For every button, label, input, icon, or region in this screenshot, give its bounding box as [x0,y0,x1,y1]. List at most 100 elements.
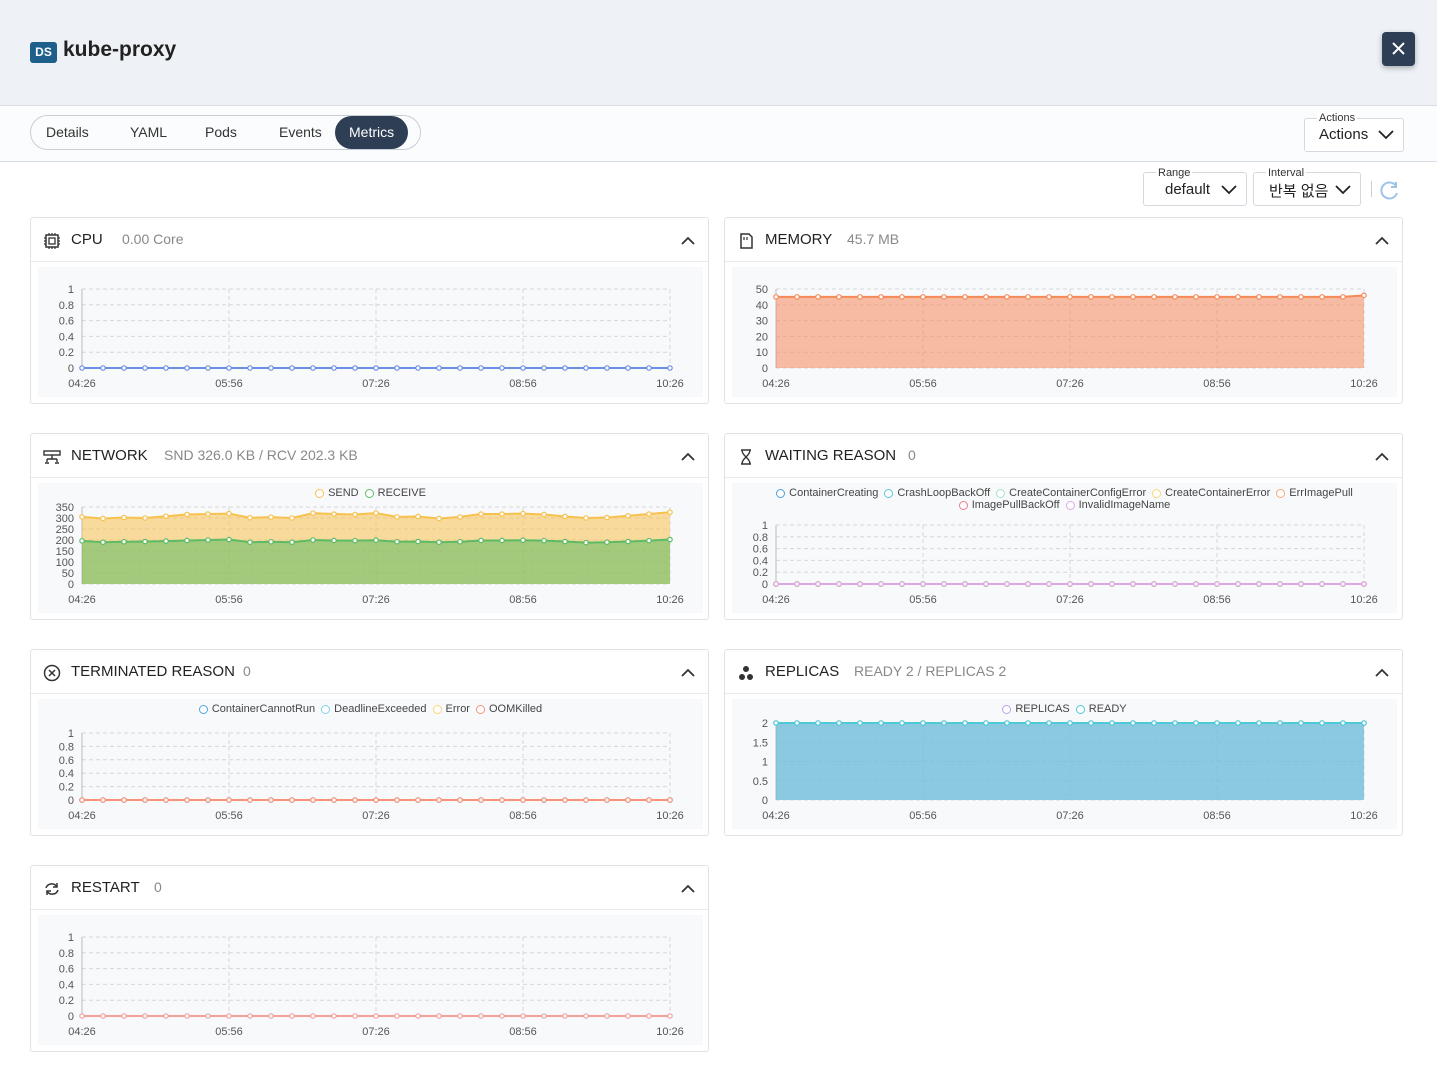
data-point [520,1013,526,1019]
data-point [331,537,337,544]
x-tick-label: 05:56 [215,594,243,606]
chart-area: 0 0.2 0.4 0.6 0.8 1 04:26 05:56 07:26 08:56 10:26 [38,915,703,1045]
data-point [1256,294,1262,300]
data-point [1130,294,1136,300]
y-tick-label: 1 [68,728,74,740]
data-point [541,365,547,371]
chart-area: 0 0.2 0.4 0.6 0.8 1 04:26 05:56 07:26 08:56 10:26 [38,267,703,397]
y-tick-label: 20 [756,331,768,343]
range-select[interactable]: default [1143,172,1247,206]
refresh-button[interactable] [1379,179,1401,201]
data-point [205,511,211,517]
data-point [941,581,947,587]
x-tick-label: 04:26 [68,378,96,390]
data-point [289,365,295,371]
data-point [373,797,379,803]
close-button[interactable] [1382,32,1415,66]
panel-header: WAITING REASON 0 [725,434,1402,478]
legend-label: DeadlineExceeded [334,703,427,715]
data-point [247,514,253,521]
data-point [205,537,211,543]
legend-label: ContainerCreating [789,487,879,499]
data-point [1151,720,1157,726]
collapse-button[interactable] [681,452,695,462]
data-point [604,797,610,803]
tab[interactable]: Pods [205,124,237,140]
legend-swatch [776,488,786,498]
tab[interactable]: YAML [130,124,168,140]
data-point [184,797,190,803]
chevron [1378,130,1394,140]
data-point [625,512,631,519]
x-tick-label: 10:26 [1350,378,1378,390]
data-point [436,1013,442,1019]
x-tick-label: 04:26 [68,1026,96,1038]
data-point [226,797,232,803]
x-tick-label: 05:56 [215,378,243,390]
y-tick-label: 0.2 [59,995,74,1007]
data-point [1130,581,1136,587]
data-point [499,511,505,517]
data-point [815,581,821,587]
data-point [436,365,442,371]
data-point [499,537,505,544]
x-tick-label: 04:26 [762,378,790,390]
collapse-button[interactable] [1375,668,1389,678]
data-point [920,720,926,726]
legend: REPLICAS READY [732,703,1397,715]
panel-title: REPLICAS [765,663,840,680]
data-point [899,720,905,726]
legend-item: CrashLoopBackOff [884,487,990,499]
y-tick-label: 0 [68,1011,74,1023]
data-point [310,510,316,516]
legend-swatch [315,488,325,498]
data-point [352,537,358,544]
data-point [1361,581,1367,587]
data-point [436,515,442,522]
tab[interactable]: Metrics [335,116,409,149]
data-point [331,511,337,517]
data-point [1088,294,1094,300]
data-point [394,1013,400,1019]
data-point [1298,294,1304,300]
data-point [436,797,442,803]
data-point [415,797,421,803]
data-point [541,511,547,518]
data-point [1256,581,1262,587]
data-point [163,797,169,803]
collapse-button[interactable] [681,236,695,246]
legend-item: DeadlineExceeded [321,703,427,715]
collapse-button[interactable] [681,884,695,894]
legend-swatch [996,488,1006,498]
chart-area: 0 10 20 30 40 50 04:26 05:56 07:26 08:56 10:26 [732,267,1397,397]
data-point [1340,581,1346,587]
tab[interactable]: Details [46,124,89,140]
tab[interactable]: Events [279,124,322,140]
data-point [352,1013,358,1019]
data-point [289,1013,295,1019]
collapse-button[interactable] [1375,452,1389,462]
data-point [415,1013,421,1019]
collapse-button[interactable] [1375,236,1389,246]
data-point [310,1013,316,1019]
panel-header: REPLICAS READY 2 / REPLICAS 2 [725,650,1402,694]
x-tick-label: 05:56 [909,810,937,822]
data-point [1109,720,1115,726]
legend-item: ImagePullBackOff [958,499,1060,511]
chevron [681,884,695,893]
collapse-button[interactable] [681,668,695,678]
x-tick-label: 07:26 [1056,378,1084,390]
chart: 0 0.2 0.4 0.6 0.8 1 04:26 05:56 07:26 08:56 10:26 [59,932,684,1038]
data-point [520,797,526,803]
data-point [583,365,589,371]
data-point [394,538,400,545]
data-point [1067,720,1073,726]
y-tick-label: 0.8 [59,948,74,960]
data-point [646,365,652,371]
panel-icon [44,233,60,249]
legend-swatch [364,488,374,498]
panel-icon [43,450,61,464]
panel-summary: SND 326.0 KB / RCV 202.3 KB [164,447,358,463]
x-tick-label: 07:26 [1056,810,1084,822]
